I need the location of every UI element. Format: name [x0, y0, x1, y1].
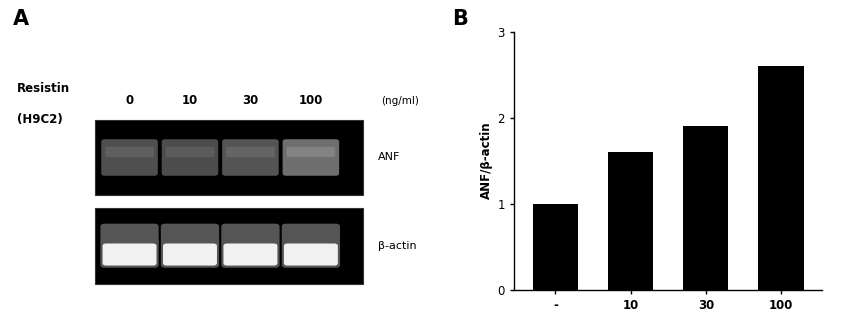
Text: (ng/ml): (ng/ml): [381, 96, 419, 106]
FancyBboxPatch shape: [226, 147, 275, 157]
FancyBboxPatch shape: [161, 224, 219, 268]
FancyBboxPatch shape: [287, 147, 336, 157]
Text: 30: 30: [242, 94, 259, 107]
FancyBboxPatch shape: [163, 243, 217, 266]
FancyBboxPatch shape: [282, 139, 339, 176]
Text: A: A: [13, 9, 29, 29]
Text: (H9C2): (H9C2): [17, 113, 63, 126]
Text: ANF: ANF: [378, 152, 400, 163]
FancyBboxPatch shape: [100, 224, 158, 268]
FancyBboxPatch shape: [284, 243, 338, 266]
FancyBboxPatch shape: [105, 147, 154, 157]
Bar: [95, 208, 362, 284]
FancyBboxPatch shape: [223, 243, 277, 266]
Text: 100: 100: [298, 94, 323, 107]
FancyBboxPatch shape: [162, 139, 218, 176]
Text: β-actin: β-actin: [378, 241, 416, 251]
FancyBboxPatch shape: [223, 139, 279, 176]
FancyBboxPatch shape: [101, 139, 158, 176]
Bar: [95, 120, 362, 195]
FancyBboxPatch shape: [165, 147, 214, 157]
FancyBboxPatch shape: [103, 243, 157, 266]
Text: B: B: [453, 9, 468, 29]
FancyBboxPatch shape: [282, 224, 340, 268]
Text: Resistin: Resistin: [17, 82, 71, 95]
Text: 0: 0: [126, 94, 133, 107]
FancyBboxPatch shape: [222, 224, 280, 268]
Text: 10: 10: [182, 94, 198, 107]
